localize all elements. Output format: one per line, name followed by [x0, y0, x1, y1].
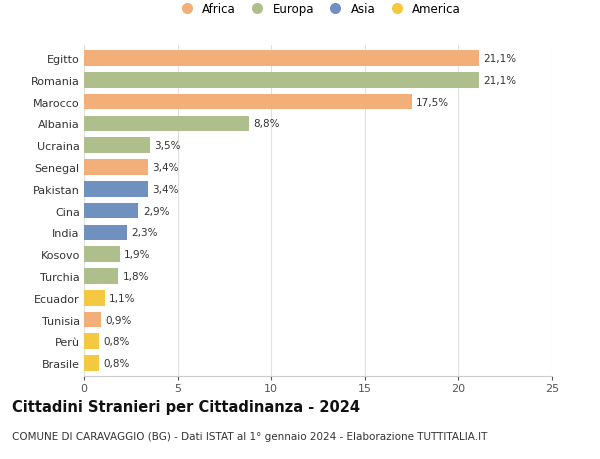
Text: 0,8%: 0,8%	[104, 358, 130, 368]
Legend: Africa, Europa, Asia, America: Africa, Europa, Asia, America	[173, 0, 463, 18]
Bar	[84, 247, 119, 263]
Text: COMUNE DI CARAVAGGIO (BG) - Dati ISTAT al 1° gennaio 2024 - Elaborazione TUTTITA: COMUNE DI CARAVAGGIO (BG) - Dati ISTAT a…	[12, 431, 487, 442]
Text: 2,9%: 2,9%	[143, 206, 169, 216]
Bar	[84, 182, 148, 197]
Text: 0,9%: 0,9%	[106, 315, 132, 325]
Text: 17,5%: 17,5%	[416, 97, 449, 107]
Text: 1,8%: 1,8%	[122, 271, 149, 281]
Text: 1,1%: 1,1%	[109, 293, 136, 303]
Text: 2,3%: 2,3%	[132, 228, 158, 238]
Bar	[84, 203, 138, 219]
Text: 1,9%: 1,9%	[124, 250, 151, 260]
Text: 3,4%: 3,4%	[152, 185, 179, 195]
Bar	[84, 290, 104, 306]
Text: Cittadini Stranieri per Cittadinanza - 2024: Cittadini Stranieri per Cittadinanza - 2…	[12, 399, 360, 414]
Text: 21,1%: 21,1%	[484, 54, 517, 64]
Bar	[84, 73, 479, 89]
Text: 0,8%: 0,8%	[104, 336, 130, 347]
Bar	[84, 312, 101, 328]
Bar	[84, 138, 149, 154]
Bar	[84, 116, 249, 132]
Bar	[84, 51, 479, 67]
Text: 21,1%: 21,1%	[484, 76, 517, 86]
Bar	[84, 269, 118, 284]
Text: 3,4%: 3,4%	[152, 162, 179, 173]
Bar	[84, 356, 99, 371]
Text: 3,5%: 3,5%	[154, 141, 181, 151]
Text: 8,8%: 8,8%	[253, 119, 280, 129]
Bar	[84, 334, 99, 349]
Bar	[84, 95, 412, 110]
Bar	[84, 160, 148, 175]
Bar	[84, 225, 127, 241]
